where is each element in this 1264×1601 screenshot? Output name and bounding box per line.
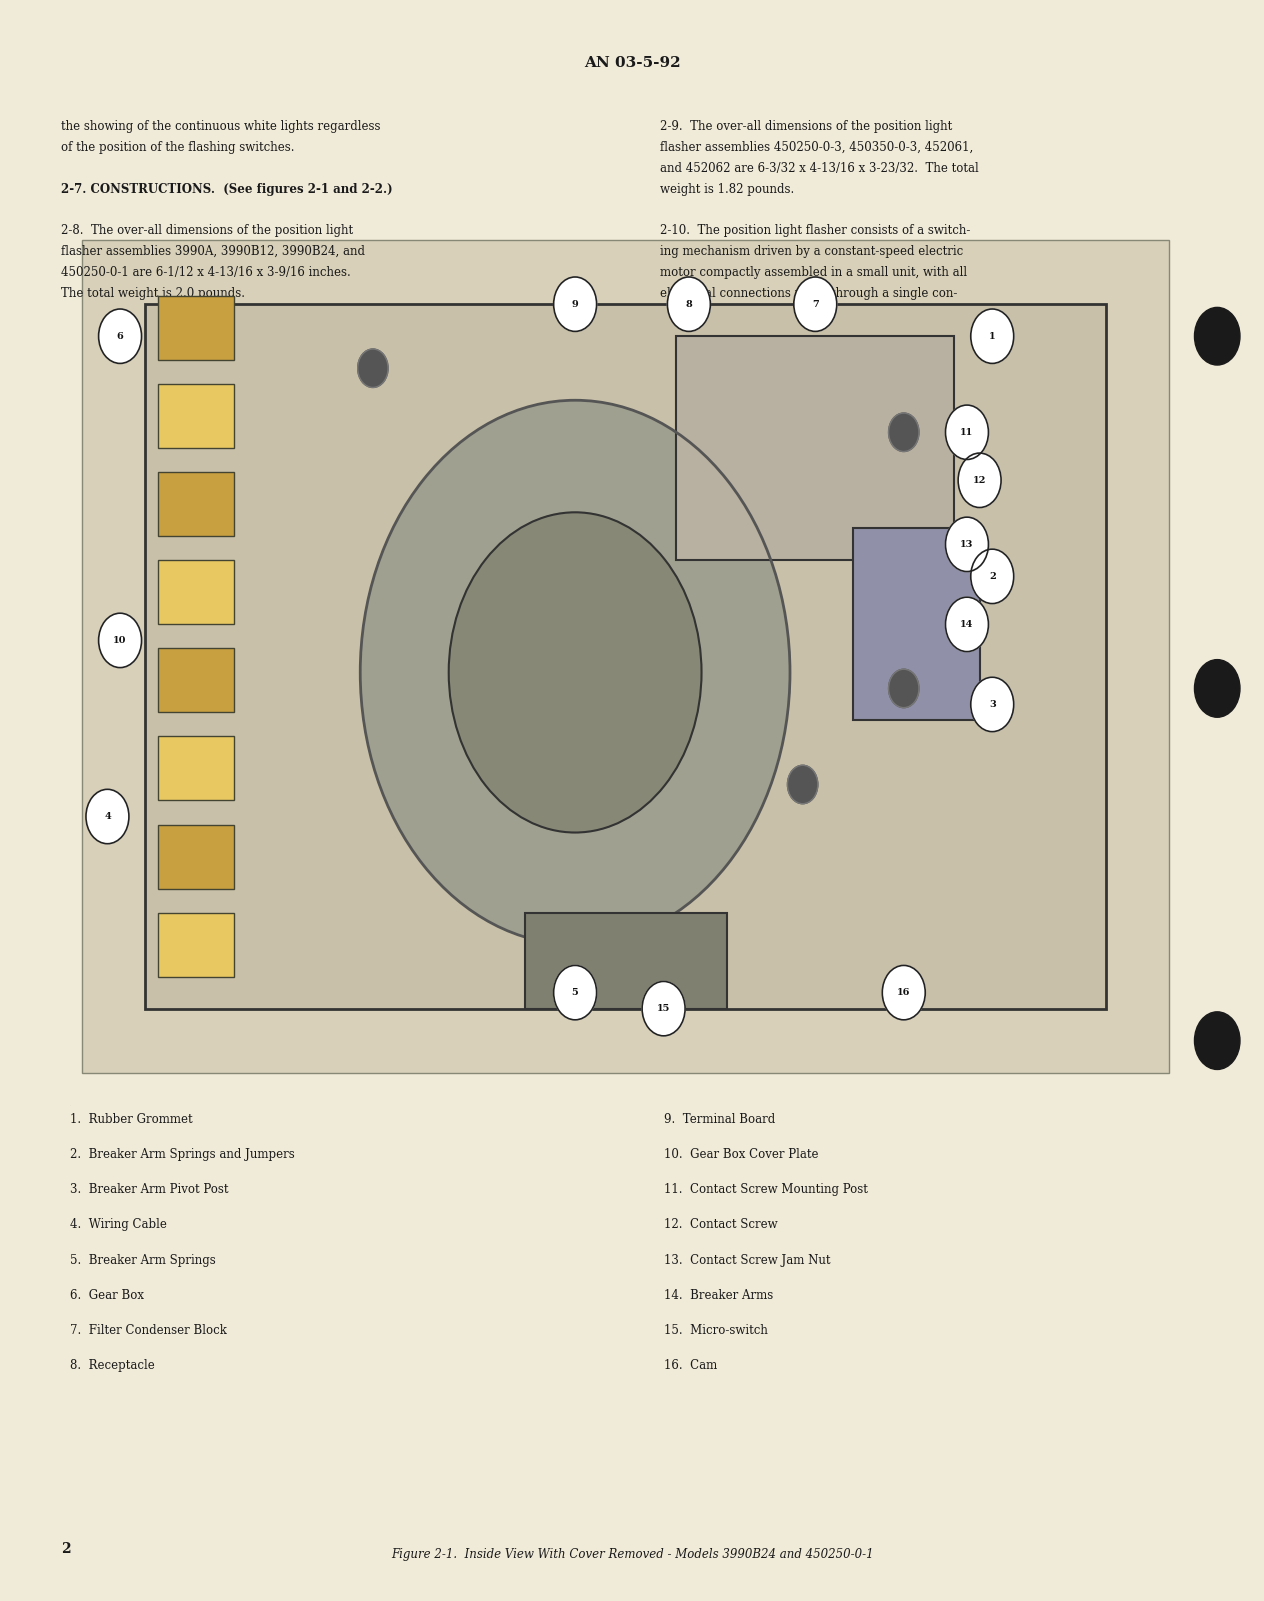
- Text: 2-9.  The over-all dimensions of the position light: 2-9. The over-all dimensions of the posi…: [660, 120, 952, 133]
- Text: 1.  Rubber Grommet: 1. Rubber Grommet: [70, 1113, 192, 1126]
- Text: 2-10.  The position light flasher consists of a switch-: 2-10. The position light flasher consist…: [660, 224, 971, 237]
- Circle shape: [971, 549, 1014, 604]
- Text: 13.  Contact Screw Jam Nut: 13. Contact Screw Jam Nut: [664, 1254, 830, 1266]
- Text: 6: 6: [116, 331, 124, 341]
- Circle shape: [787, 765, 818, 804]
- Text: 3.  Breaker Arm Pivot Post: 3. Breaker Arm Pivot Post: [70, 1183, 228, 1196]
- Bar: [158, 384, 234, 448]
- Text: Figure 2-1.  Inside View With Cover Removed - Models 3990B24 and 450250-0-1: Figure 2-1. Inside View With Cover Remov…: [391, 1548, 873, 1561]
- Text: 2: 2: [988, 572, 996, 581]
- Text: and 452062 are 6-3/32 x 4-13/16 x 3-23/32.  The total: and 452062 are 6-3/32 x 4-13/16 x 3-23/3…: [660, 162, 978, 175]
- Text: 10.  Gear Box Cover Plate: 10. Gear Box Cover Plate: [664, 1148, 818, 1161]
- Circle shape: [1194, 1012, 1240, 1069]
- Text: 2.  Breaker Arm Springs and Jumpers: 2. Breaker Arm Springs and Jumpers: [70, 1148, 295, 1161]
- Circle shape: [971, 677, 1014, 732]
- Circle shape: [667, 277, 710, 331]
- Text: 2-8.  The over-all dimensions of the position light: 2-8. The over-all dimensions of the posi…: [61, 224, 353, 237]
- Bar: [145, 304, 1106, 1009]
- Text: 11.  Contact Screw Mounting Post: 11. Contact Screw Mounting Post: [664, 1183, 867, 1196]
- Circle shape: [958, 453, 1001, 508]
- Circle shape: [882, 965, 925, 1020]
- Text: 450250-0-1 are 6-1/12 x 4-13/16 x 3-9/16 inches.: 450250-0-1 are 6-1/12 x 4-13/16 x 3-9/16…: [61, 266, 350, 279]
- Circle shape: [554, 965, 597, 1020]
- Text: motor compactly assembled in a small unit, with all: motor compactly assembled in a small uni…: [660, 266, 967, 279]
- Text: electrical connections made through a single con-: electrical connections made through a si…: [660, 287, 957, 299]
- Text: 4.  Wiring Cable: 4. Wiring Cable: [70, 1218, 167, 1231]
- Text: 12: 12: [973, 475, 986, 485]
- Text: 5: 5: [571, 988, 579, 997]
- Text: 15: 15: [657, 1004, 670, 1013]
- Text: 9: 9: [571, 299, 579, 309]
- Text: 14.  Breaker Arms: 14. Breaker Arms: [664, 1289, 772, 1302]
- Circle shape: [1194, 307, 1240, 365]
- Bar: [158, 296, 234, 360]
- Circle shape: [86, 789, 129, 844]
- Text: weight is 1.82 pounds.: weight is 1.82 pounds.: [660, 183, 794, 195]
- Text: The total weight is 2.0 pounds.: The total weight is 2.0 pounds.: [61, 287, 245, 299]
- Circle shape: [945, 517, 988, 572]
- Circle shape: [794, 277, 837, 331]
- Text: 7.  Filter Condenser Block: 7. Filter Condenser Block: [70, 1324, 226, 1337]
- Text: 15.  Micro-switch: 15. Micro-switch: [664, 1324, 767, 1337]
- Circle shape: [358, 349, 388, 387]
- Text: 2: 2: [61, 1542, 71, 1556]
- Bar: [158, 560, 234, 624]
- Circle shape: [642, 981, 685, 1036]
- Bar: [853, 528, 980, 720]
- Circle shape: [99, 613, 142, 668]
- Text: AN 03-5-92: AN 03-5-92: [584, 56, 680, 70]
- Bar: [158, 825, 234, 889]
- Bar: [158, 736, 234, 800]
- Bar: [158, 648, 234, 712]
- Text: 16.  Cam: 16. Cam: [664, 1359, 717, 1372]
- Text: 12.  Contact Screw: 12. Contact Screw: [664, 1218, 777, 1231]
- Bar: [158, 472, 234, 536]
- Text: 8.  Receptacle: 8. Receptacle: [70, 1359, 154, 1372]
- Text: ing mechanism driven by a constant-speed electric: ing mechanism driven by a constant-speed…: [660, 245, 963, 258]
- Text: 1: 1: [988, 331, 996, 341]
- Circle shape: [945, 597, 988, 652]
- Text: flasher assemblies 3990A, 3990B12, 3990B24, and: flasher assemblies 3990A, 3990B12, 3990B…: [61, 245, 365, 258]
- Text: 2-7. CONSTRUCTIONS.  (See figures 2-1 and 2-2.): 2-7. CONSTRUCTIONS. (See figures 2-1 and…: [61, 183, 392, 195]
- Circle shape: [889, 413, 919, 451]
- Text: 16: 16: [897, 988, 910, 997]
- Text: 7: 7: [811, 299, 819, 309]
- Text: 8: 8: [685, 299, 693, 309]
- Text: 9.  Terminal Board: 9. Terminal Board: [664, 1113, 775, 1126]
- Text: flasher assemblies 450250-0-3, 450350-0-3, 452061,: flasher assemblies 450250-0-3, 450350-0-…: [660, 141, 973, 154]
- Circle shape: [449, 512, 702, 833]
- Text: 13: 13: [961, 540, 973, 549]
- Circle shape: [360, 400, 790, 945]
- Circle shape: [1194, 660, 1240, 717]
- Text: 4: 4: [104, 812, 111, 821]
- Bar: [158, 913, 234, 977]
- Circle shape: [889, 669, 919, 708]
- Circle shape: [971, 309, 1014, 363]
- Text: 5.  Breaker Arm Springs: 5. Breaker Arm Springs: [70, 1254, 215, 1266]
- Text: the showing of the continuous white lights regardless: the showing of the continuous white ligh…: [61, 120, 380, 133]
- Text: 6.  Gear Box: 6. Gear Box: [70, 1289, 144, 1302]
- Circle shape: [945, 405, 988, 459]
- Text: 11: 11: [961, 427, 973, 437]
- Bar: [82, 240, 1169, 1073]
- Bar: [676, 336, 954, 560]
- Text: 3: 3: [988, 700, 996, 709]
- Text: 10: 10: [114, 636, 126, 645]
- Text: 14: 14: [961, 620, 973, 629]
- Text: of the position of the flashing switches.: of the position of the flashing switches…: [61, 141, 295, 154]
- Circle shape: [554, 277, 597, 331]
- Bar: [525, 913, 727, 1009]
- Circle shape: [99, 309, 142, 363]
